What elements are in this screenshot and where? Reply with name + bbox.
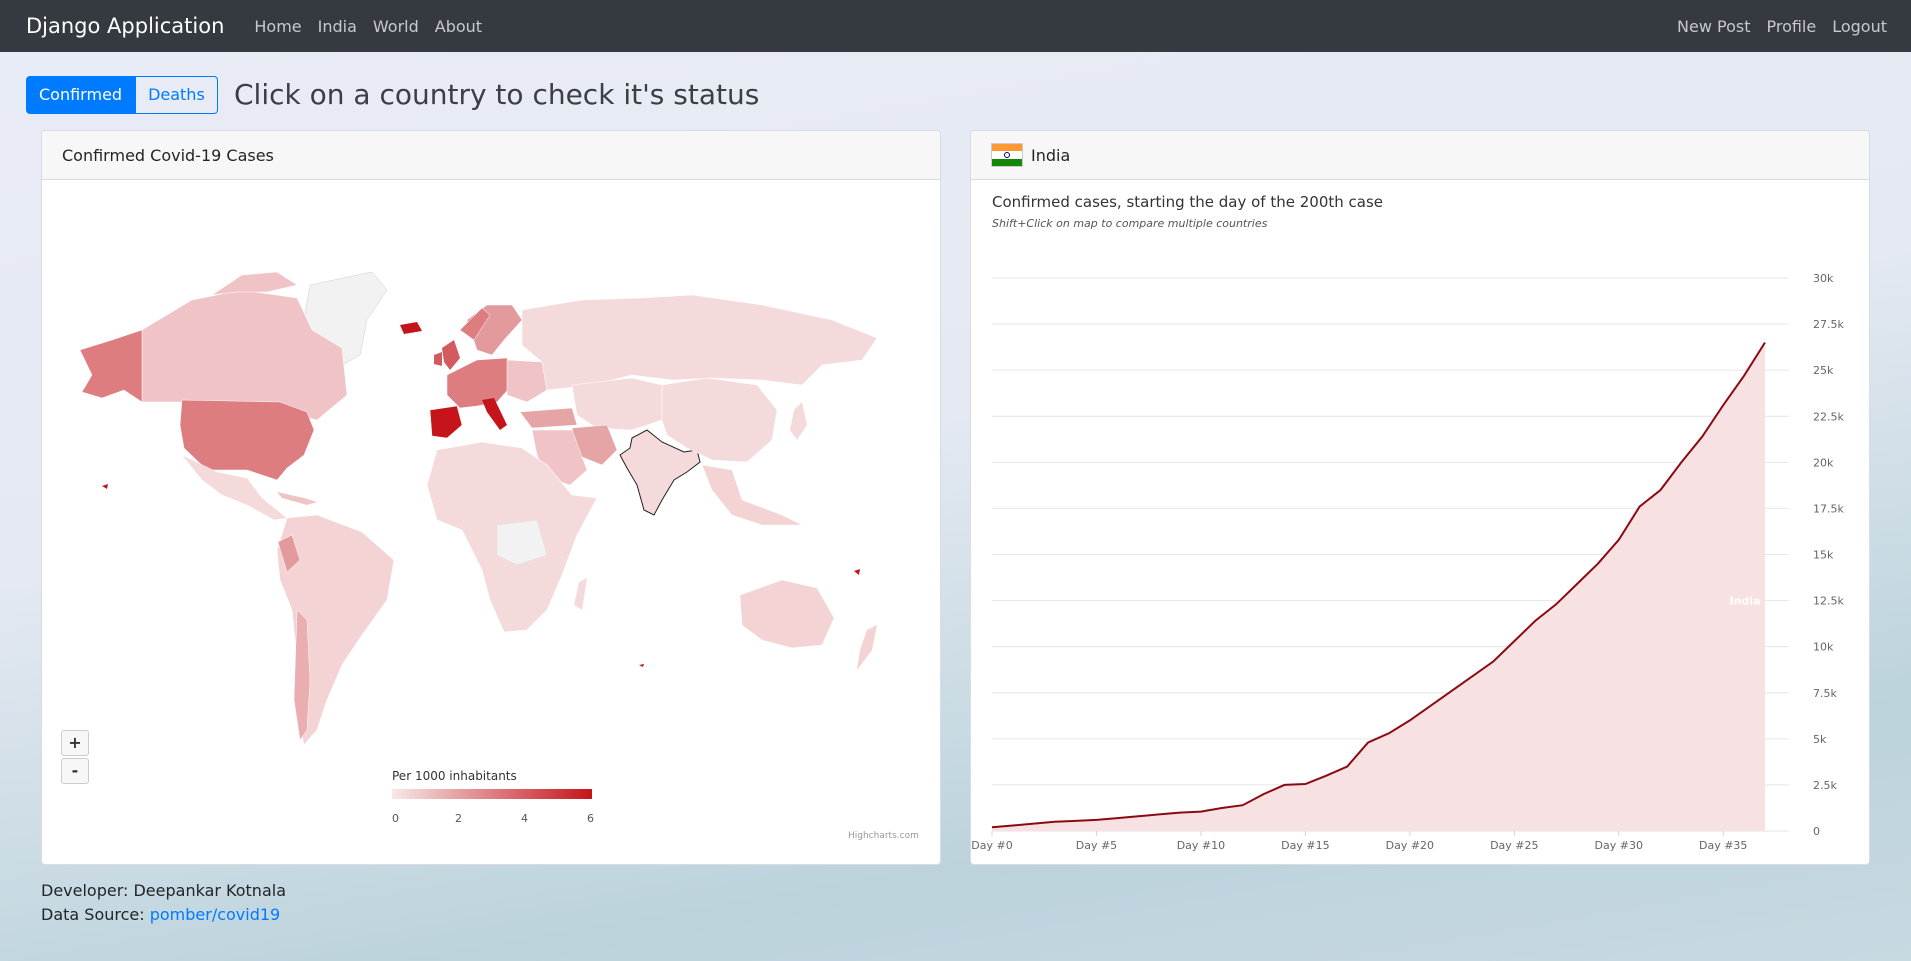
- x-tick-label: Day #20: [1386, 839, 1434, 852]
- country-chile[interactable]: [293, 609, 311, 741]
- country-usa[interactable]: [179, 399, 315, 481]
- developer-credit: Developer: Deepankar Kotnala: [41, 881, 286, 900]
- nav-new-post[interactable]: New Post: [1677, 16, 1751, 36]
- series-area: [992, 342, 1765, 831]
- country-hawaii[interactable]: [102, 484, 108, 489]
- data-source-label: Data Source:: [41, 905, 150, 924]
- x-tick-label: Day #0: [971, 839, 1012, 852]
- country-name: India: [1031, 145, 1071, 165]
- country-australia[interactable]: [739, 579, 835, 649]
- region-central-asia[interactable]: [571, 377, 663, 431]
- data-source-line: Data Source: pomber/covid19: [41, 905, 280, 924]
- legend-tick: 0: [392, 812, 399, 825]
- zoom-in-button[interactable]: +: [61, 730, 89, 756]
- y-tick-label: 10k: [1813, 641, 1834, 654]
- map-card: Confirmed Covid-19 Cases: [41, 130, 941, 865]
- series-label: India: [1730, 594, 1761, 607]
- country-madagascar[interactable]: [574, 578, 587, 610]
- legend-title: Per 1000 inhabitants: [392, 769, 517, 783]
- country-turkey[interactable]: [519, 407, 578, 429]
- y-tick-label: 17.5k: [1813, 502, 1844, 515]
- country-italy[interactable]: [482, 398, 507, 430]
- legend-tick: 6: [587, 812, 594, 825]
- x-tick-label: Day #15: [1281, 839, 1329, 852]
- confirmed-button[interactable]: Confirmed: [26, 76, 136, 114]
- y-tick-label: 0: [1813, 825, 1820, 838]
- metric-toggle: Confirmed Deaths: [26, 76, 218, 114]
- nav-india[interactable]: India: [317, 16, 357, 36]
- country-spain[interactable]: [429, 405, 463, 439]
- country-india[interactable]: [619, 429, 701, 516]
- y-tick-label: 27.5k: [1813, 318, 1844, 331]
- y-tick-label: 15k: [1813, 549, 1834, 562]
- y-tick-label: 7.5k: [1813, 687, 1837, 700]
- country-ireland[interactable]: [434, 352, 442, 366]
- y-tick-label: 22.5k: [1813, 410, 1844, 423]
- country-fiji[interactable]: [854, 569, 860, 575]
- chart-title: Confirmed cases, starting the day of the…: [992, 193, 1383, 211]
- nav-home[interactable]: Home: [254, 16, 302, 36]
- nav-about[interactable]: About: [434, 16, 483, 36]
- x-tick-label: Day #5: [1076, 839, 1117, 852]
- data-source-link[interactable]: pomber/covid19: [149, 905, 281, 924]
- x-tick-label: Day #30: [1595, 839, 1643, 852]
- page-title: Click on a country to check it's status: [234, 78, 760, 111]
- navbar: Django Application Home India World Abou…: [0, 0, 1911, 52]
- country-canada-islands[interactable]: [211, 271, 298, 296]
- brand-link[interactable]: Django Application: [26, 14, 225, 38]
- chart-card: India Confirmed cases, starting the day …: [970, 130, 1870, 865]
- highcharts-credits[interactable]: Highcharts.com: [848, 831, 919, 841]
- series-line: [991, 341, 1766, 829]
- country-congo-region[interactable]: [496, 519, 548, 566]
- country-russia[interactable]: [521, 294, 878, 391]
- y-tick-label: 25k: [1813, 364, 1834, 377]
- country-caribbean[interactable]: [277, 492, 317, 505]
- y-tick-label: 30k: [1813, 272, 1834, 285]
- chart-card-header: India: [971, 131, 1869, 180]
- y-tick-label: 2.5k: [1813, 779, 1837, 792]
- legend-color-bar: [392, 789, 592, 799]
- india-flag-icon: [991, 143, 1023, 167]
- cases-chart[interactable]: 0 2.5k 5k 7.5k 10k 12.5k 15k 17.5k 20k 22.5k 25k 27…: [971, 131, 1870, 865]
- y-tick-label: 5k: [1813, 733, 1827, 746]
- zoom-out-button[interactable]: -: [61, 758, 89, 784]
- deaths-button[interactable]: Deaths: [135, 76, 218, 114]
- nav-world[interactable]: World: [372, 16, 419, 36]
- country-japan[interactable]: [790, 402, 807, 440]
- country-eastern-europe[interactable]: [506, 359, 548, 403]
- country-uk[interactable]: [442, 340, 460, 370]
- map-card-title: Confirmed Covid-19 Cases: [42, 131, 940, 180]
- country-alaska[interactable]: [79, 329, 143, 403]
- country-norway[interactable]: [459, 307, 491, 341]
- country-china[interactable]: [661, 377, 778, 463]
- country-western-europe[interactable]: [446, 357, 513, 409]
- x-tick-label: Day #35: [1699, 839, 1747, 852]
- legend-tick: 4: [521, 812, 528, 825]
- x-tick-label: Day #10: [1177, 839, 1225, 852]
- country-falklands[interactable]: [639, 664, 644, 667]
- nav-logout[interactable]: Logout: [1832, 16, 1887, 36]
- country-ecuador[interactable]: [277, 534, 301, 573]
- world-map[interactable]: [42, 180, 941, 865]
- chart-subtitle: Shift+Click on map to compare multiple c…: [992, 217, 1268, 230]
- nav-right: New Post Profile Logout: [1677, 17, 1903, 36]
- country-new-zealand[interactable]: [857, 625, 877, 670]
- x-tick-label: Day #25: [1490, 839, 1538, 852]
- legend-tick: 2: [455, 812, 462, 825]
- nav-profile[interactable]: Profile: [1766, 16, 1817, 36]
- region-southeast-asia[interactable]: [701, 464, 803, 526]
- y-tick-label: 12.5k: [1813, 595, 1844, 608]
- country-iceland[interactable]: [400, 322, 422, 334]
- y-tick-label: 20k: [1813, 456, 1834, 469]
